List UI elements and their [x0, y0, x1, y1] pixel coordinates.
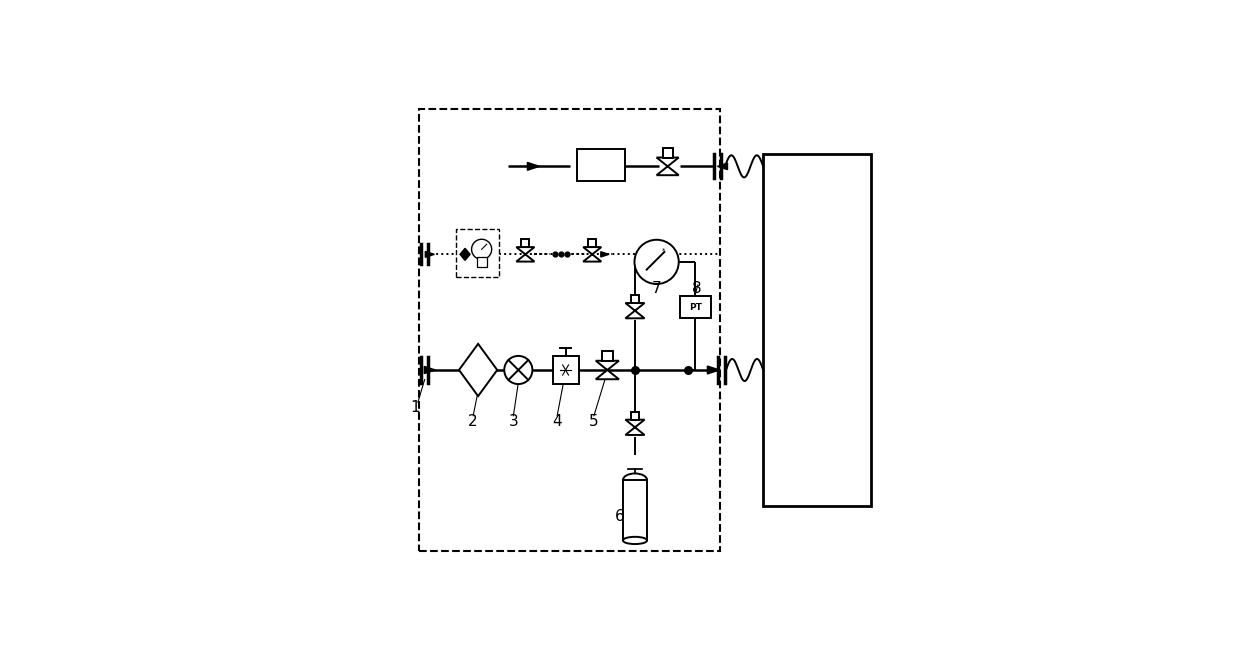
Polygon shape	[425, 251, 435, 257]
Text: 8: 8	[691, 281, 701, 296]
Bar	[663, 148, 673, 157]
Polygon shape	[528, 163, 539, 170]
Bar	[553, 356, 579, 385]
Polygon shape	[584, 247, 601, 262]
Circle shape	[504, 356, 533, 384]
Bar	[456, 229, 499, 277]
Text: PT: PT	[689, 302, 701, 311]
Polygon shape	[517, 247, 534, 262]
Bar	[631, 411, 639, 420]
Polygon shape	[424, 366, 435, 374]
Circle shape	[634, 240, 679, 284]
Polygon shape	[657, 157, 679, 175]
Bar	[522, 240, 529, 247]
Ellipse shape	[623, 537, 647, 544]
Polygon shape	[626, 420, 644, 435]
Text: 1: 1	[410, 400, 420, 415]
Ellipse shape	[623, 473, 647, 486]
Bar	[602, 351, 612, 360]
Text: 2: 2	[468, 414, 478, 429]
Bar	[680, 296, 711, 318]
Text: 5: 5	[589, 414, 598, 429]
Text: 6: 6	[615, 509, 624, 524]
Polygon shape	[707, 366, 720, 374]
Bar	[763, 154, 871, 505]
Bar	[419, 108, 720, 551]
Polygon shape	[458, 344, 497, 396]
Text: 7: 7	[652, 281, 662, 296]
Text: 3: 3	[508, 414, 518, 429]
Bar	[577, 149, 624, 182]
Polygon shape	[601, 251, 608, 257]
Polygon shape	[626, 303, 644, 318]
Bar	[631, 295, 639, 303]
Bar	[623, 480, 647, 541]
Polygon shape	[460, 248, 470, 261]
Circle shape	[472, 239, 492, 259]
Polygon shape	[717, 163, 727, 170]
Text: 4: 4	[553, 414, 561, 429]
Polygon shape	[596, 360, 620, 379]
Text: *: *	[662, 248, 665, 254]
Bar	[477, 257, 487, 267]
Bar	[589, 240, 596, 247]
